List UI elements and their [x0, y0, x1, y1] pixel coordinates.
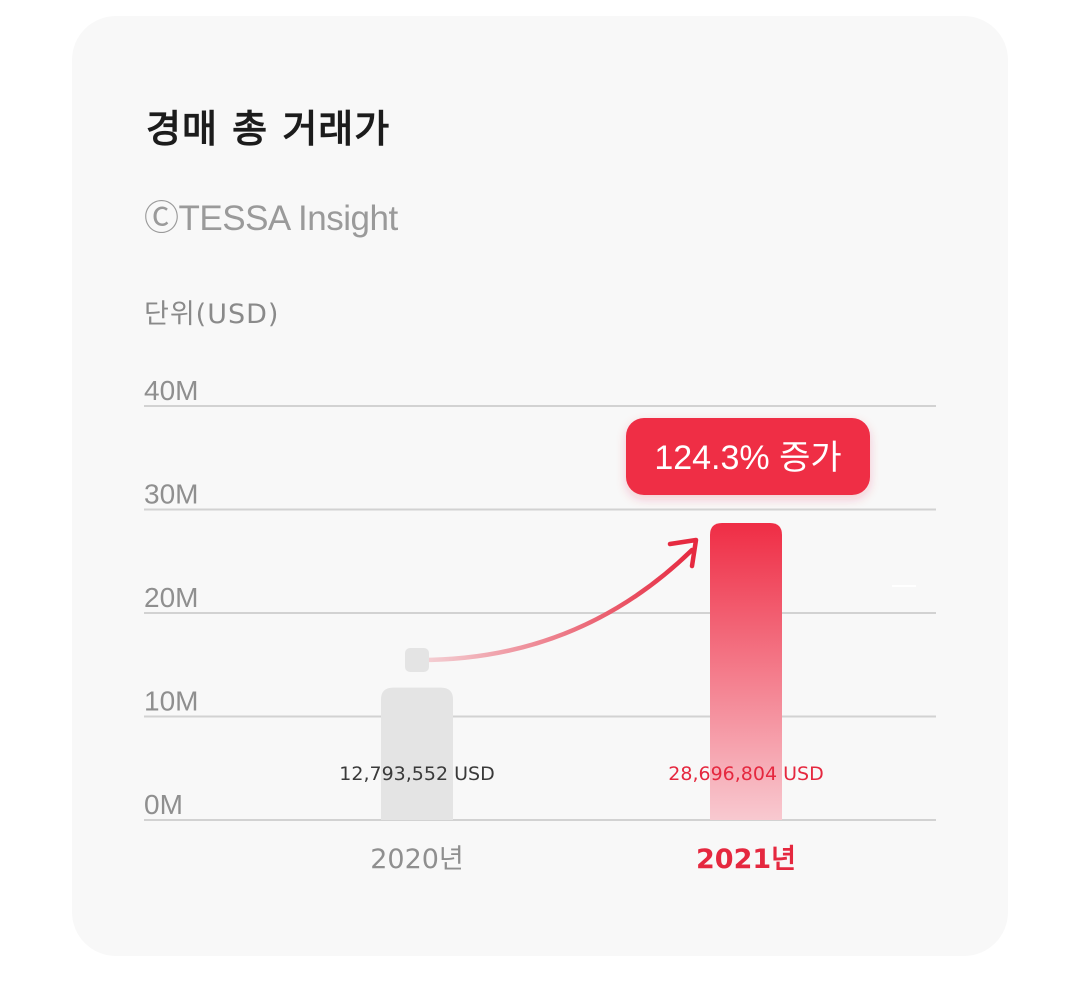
y-tick-label: 40M	[144, 375, 198, 406]
y-tick-label: 10M	[144, 686, 198, 717]
x-category-label: 2021년	[696, 844, 796, 875]
bar-value-label: 12,793,552 USD	[339, 763, 494, 785]
x-category-label: 2020년	[370, 844, 464, 875]
bar	[710, 522, 782, 820]
y-tick-label: 30M	[144, 479, 198, 510]
bar	[381, 687, 453, 820]
chart-title: 경매 총 거래가	[146, 107, 391, 151]
y-tick-label: 20M	[144, 582, 198, 613]
unit-label: 단위(USD)	[144, 299, 280, 330]
growth-arrow-head	[667, 537, 699, 569]
decorative-dash	[892, 585, 916, 587]
y-tick-label: 0M	[144, 789, 183, 820]
chart-source: ⒸTESSA Insight	[144, 199, 398, 238]
growth-arrow-line	[417, 547, 695, 663]
growth-arrow-start-marker	[405, 648, 429, 672]
growth-badge	[626, 418, 870, 495]
bar-value-label: 28,696,804 USD	[668, 763, 823, 785]
growth-badge-label: 124.3% 증가	[654, 439, 841, 477]
